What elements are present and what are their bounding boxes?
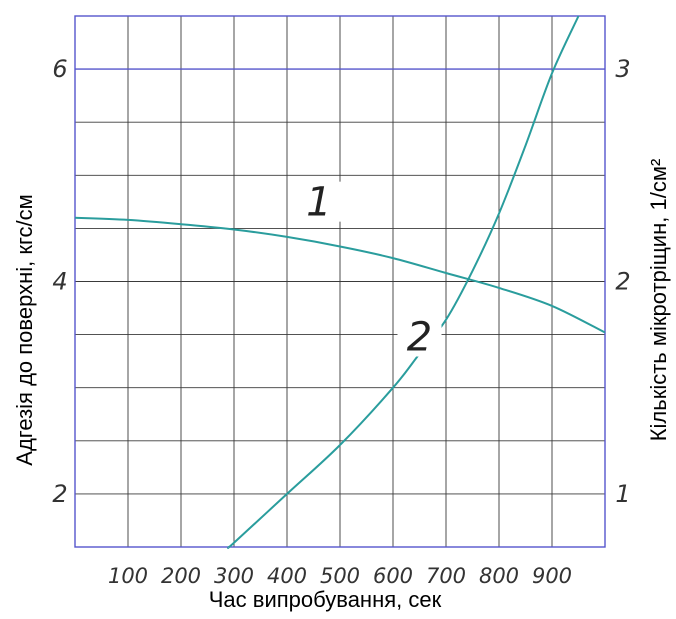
y-axis-right-title-text: Кількість мікротріщин, 1/см²	[646, 159, 671, 442]
series-line-1	[74, 216, 606, 334]
x-tick-label: 800	[479, 564, 519, 588]
x-tick-label: 300	[214, 564, 254, 588]
curve-labels: 12	[296, 180, 442, 361]
x-tick-label: 400	[267, 564, 307, 588]
y-left-tick-label: 4	[52, 268, 67, 296]
x-tick-label: 700	[426, 564, 466, 588]
x-tick-label: 100	[108, 564, 148, 588]
y-axis-right-title: Кількість мікротріщин, 1/см²	[646, 159, 671, 442]
y-right-tick-label: 2	[615, 268, 630, 296]
y-left-tick-label: 2	[52, 480, 67, 508]
series-label-backdrop	[397, 316, 442, 357]
plot-frame	[74, 15, 606, 548]
x-tick-label: 200	[161, 564, 201, 588]
x-axis-title: Час випробування, сек	[209, 587, 442, 612]
series-label-2: 2	[407, 315, 432, 361]
x-tick-label: 900	[532, 564, 572, 588]
x-tick-label: 600	[373, 564, 413, 588]
series-label-backdrop	[296, 181, 341, 222]
grid	[74, 15, 606, 548]
y-axis-left-title: Адгезія до поверхні, кгс/см	[12, 194, 37, 465]
series-label-1: 1	[306, 180, 331, 226]
y-left-tick-label: 6	[52, 55, 67, 83]
x-tick-label: 500	[320, 564, 360, 588]
y-right-tick-label: 3	[615, 55, 630, 83]
series-line-2	[227, 15, 580, 549]
y-right-tick-label: 1	[615, 480, 630, 508]
